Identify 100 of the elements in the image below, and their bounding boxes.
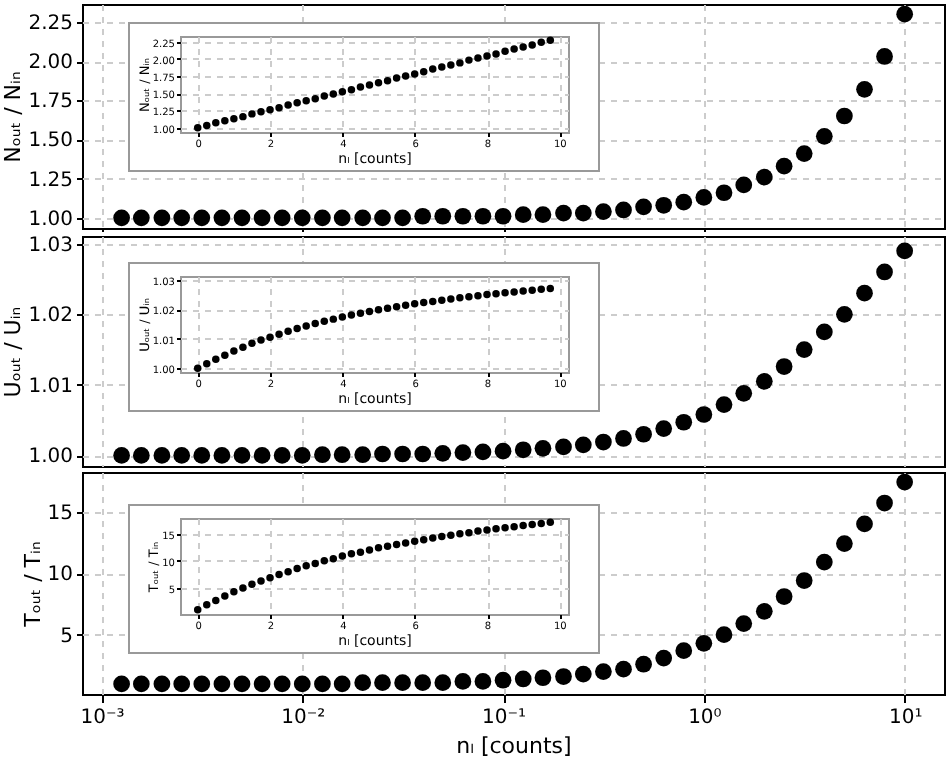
- point: [365, 307, 374, 316]
- point: [775, 157, 793, 175]
- point: [113, 447, 130, 464]
- point: [347, 550, 356, 558]
- point: [876, 48, 893, 65]
- point: [876, 494, 893, 512]
- y-axis-title: Nₒᵤₜ / Nᵢₙ: [0, 71, 27, 163]
- point: [213, 209, 231, 227]
- point: [302, 97, 310, 105]
- point: [815, 128, 833, 145]
- point: [230, 114, 238, 123]
- point: [248, 580, 256, 588]
- point: [193, 675, 211, 693]
- point: [501, 289, 509, 297]
- point: [193, 364, 202, 372]
- point: [329, 90, 338, 98]
- point: [365, 81, 374, 89]
- point: [519, 287, 527, 295]
- point: [266, 333, 274, 341]
- y-tick-label: 2.25: [28, 13, 73, 36]
- point: [514, 206, 532, 224]
- point: [528, 41, 536, 49]
- point: [555, 668, 572, 685]
- point: [394, 445, 411, 463]
- point: [434, 674, 452, 692]
- point: [410, 70, 419, 78]
- point: [392, 302, 401, 311]
- point: [338, 88, 347, 96]
- point: [356, 309, 365, 317]
- point: [675, 642, 693, 660]
- point: [347, 311, 356, 319]
- point: [465, 528, 473, 537]
- point: [675, 413, 693, 431]
- point: [775, 588, 793, 605]
- point: [574, 436, 592, 454]
- point: [419, 298, 428, 307]
- point: [329, 315, 338, 323]
- point: [494, 442, 512, 460]
- point: [528, 520, 536, 529]
- point: [438, 296, 446, 304]
- point: [474, 207, 492, 225]
- point: [510, 45, 518, 53]
- point: [555, 438, 572, 456]
- point: [293, 564, 301, 573]
- point: [795, 572, 813, 589]
- x-tick-label: 10⁻¹: [482, 707, 527, 729]
- point: [510, 522, 518, 531]
- point: [374, 674, 391, 692]
- point: [836, 107, 853, 125]
- point: [514, 670, 532, 688]
- point: [514, 441, 532, 459]
- point: [239, 343, 247, 351]
- point: [314, 446, 331, 464]
- point: [454, 673, 472, 690]
- point: [414, 445, 432, 463]
- point: [356, 83, 365, 91]
- point: [655, 420, 673, 437]
- point: [492, 50, 500, 58]
- point: [501, 524, 509, 532]
- point: [419, 68, 428, 76]
- point: [273, 209, 291, 227]
- point: [454, 444, 472, 461]
- point: [374, 209, 391, 227]
- point: [815, 553, 833, 571]
- point: [302, 322, 310, 330]
- point: [574, 204, 592, 222]
- point: [483, 526, 491, 534]
- point: [233, 675, 251, 693]
- point: [715, 184, 733, 202]
- point: [755, 602, 773, 620]
- point: [715, 626, 733, 644]
- point: [132, 675, 150, 693]
- y-tick-label: 1.50: [28, 130, 73, 153]
- point: [474, 673, 492, 690]
- x-tick-label: 10⁻³: [80, 707, 125, 729]
- x-axis-title: nₗ [counts]: [456, 733, 572, 758]
- point: [132, 447, 150, 464]
- point: [212, 596, 220, 605]
- point: [401, 72, 410, 80]
- x-tick-label: 10⁻²: [281, 707, 326, 729]
- y-tick-label: 2.00: [28, 52, 73, 75]
- point: [293, 99, 301, 107]
- point: [465, 292, 473, 301]
- point: [213, 447, 231, 464]
- point: [434, 444, 452, 462]
- point: [410, 300, 419, 308]
- point: [494, 207, 512, 225]
- point: [537, 38, 545, 46]
- point: [383, 77, 392, 85]
- point: [320, 317, 329, 325]
- point: [193, 209, 211, 227]
- point: [257, 577, 265, 585]
- point: [221, 117, 229, 125]
- point: [333, 446, 351, 464]
- point: [510, 288, 518, 296]
- y-tick-label: 5: [60, 625, 73, 648]
- point: [755, 168, 773, 186]
- point: [333, 675, 351, 693]
- y-tick-label: 1.01: [28, 375, 73, 398]
- point: [293, 209, 311, 227]
